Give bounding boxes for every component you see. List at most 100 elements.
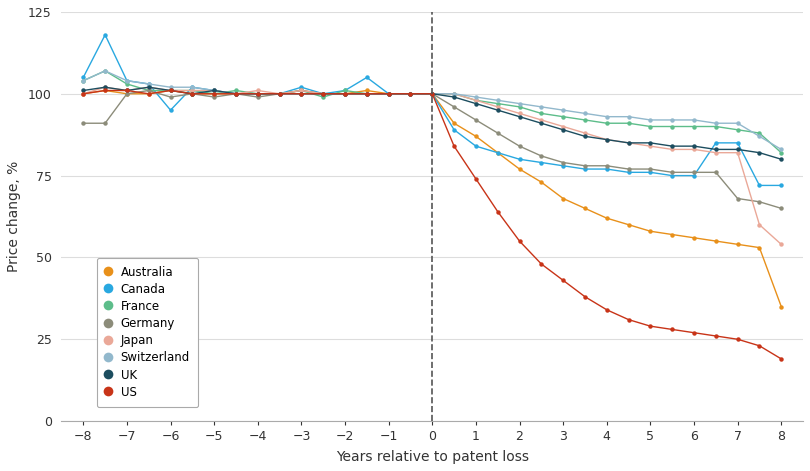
Line: US: US: [81, 88, 783, 361]
Switzerland: [428, 91, 437, 97]
France: [646, 124, 655, 130]
Germany: [450, 104, 459, 110]
US: [711, 333, 721, 339]
UK: [122, 88, 132, 93]
Germany: [384, 91, 394, 97]
Canada: [492, 150, 502, 155]
Australia: [318, 91, 328, 97]
Japan: [471, 97, 481, 103]
US: [275, 91, 284, 97]
France: [406, 91, 416, 97]
France: [79, 78, 88, 83]
Canada: [253, 91, 262, 97]
Switzerland: [79, 78, 88, 83]
UK: [733, 146, 743, 152]
Canada: [79, 74, 88, 80]
Canada: [231, 91, 241, 97]
Australia: [536, 179, 546, 185]
Japan: [667, 146, 677, 152]
US: [450, 143, 459, 149]
UK: [776, 156, 786, 162]
US: [492, 209, 502, 214]
Australia: [144, 91, 154, 97]
UK: [340, 91, 350, 97]
Australia: [624, 222, 633, 227]
Canada: [558, 163, 568, 169]
Canada: [536, 160, 546, 165]
Australia: [580, 205, 590, 211]
Japan: [231, 91, 241, 97]
Canada: [428, 91, 437, 97]
Japan: [384, 91, 394, 97]
Canada: [187, 84, 197, 90]
France: [624, 121, 633, 126]
UK: [384, 91, 394, 97]
Switzerland: [340, 91, 350, 97]
Germany: [536, 153, 546, 159]
Australia: [166, 88, 176, 93]
Germany: [231, 91, 241, 97]
US: [776, 356, 786, 362]
US: [122, 88, 132, 93]
Australia: [646, 228, 655, 234]
France: [492, 101, 502, 106]
US: [253, 91, 262, 97]
France: [558, 114, 568, 120]
Australia: [187, 91, 197, 97]
Line: France: France: [81, 69, 783, 155]
US: [646, 323, 655, 329]
US: [514, 238, 524, 244]
France: [340, 88, 350, 93]
Germany: [100, 121, 110, 126]
US: [144, 91, 154, 97]
Germany: [318, 91, 328, 97]
UK: [296, 91, 306, 97]
Australia: [253, 91, 262, 97]
Canada: [689, 173, 699, 179]
Canada: [580, 166, 590, 172]
Germany: [602, 163, 612, 169]
Germany: [558, 160, 568, 165]
US: [624, 317, 633, 323]
Canada: [362, 74, 372, 80]
Switzerland: [558, 107, 568, 113]
Switzerland: [231, 91, 241, 97]
US: [755, 343, 765, 349]
Canada: [384, 91, 394, 97]
Japan: [253, 88, 262, 93]
UK: [602, 137, 612, 142]
Canada: [711, 140, 721, 146]
Australia: [406, 91, 416, 97]
US: [602, 307, 612, 313]
Australia: [602, 215, 612, 221]
Legend: Australia, Canada, France, Germany, Japan, Switzerland, UK, US: Australia, Canada, France, Germany, Japa…: [97, 258, 198, 407]
Japan: [646, 143, 655, 149]
Germany: [733, 195, 743, 201]
Japan: [733, 150, 743, 155]
Japan: [296, 88, 306, 93]
Germany: [776, 205, 786, 211]
Japan: [209, 88, 219, 93]
Japan: [406, 91, 416, 97]
UK: [492, 107, 502, 113]
Germany: [711, 170, 721, 175]
Australia: [558, 195, 568, 201]
Switzerland: [492, 97, 502, 103]
Australia: [384, 91, 394, 97]
UK: [536, 121, 546, 126]
France: [689, 124, 699, 130]
Germany: [362, 91, 372, 97]
US: [384, 91, 394, 97]
Germany: [340, 91, 350, 97]
France: [514, 104, 524, 110]
France: [318, 94, 328, 100]
Japan: [536, 117, 546, 123]
Switzerland: [253, 91, 262, 97]
Japan: [79, 91, 88, 97]
US: [340, 91, 350, 97]
France: [471, 97, 481, 103]
UK: [755, 150, 765, 155]
US: [296, 91, 306, 97]
UK: [166, 88, 176, 93]
France: [450, 91, 459, 97]
